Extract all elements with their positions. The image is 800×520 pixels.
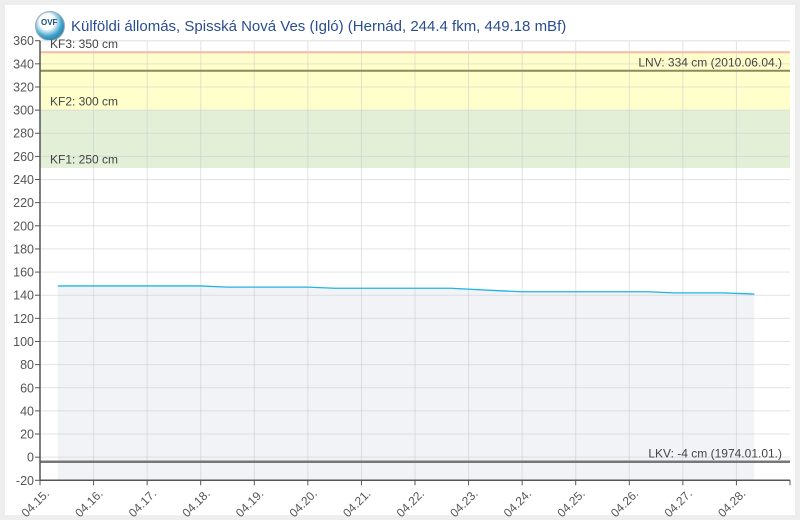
y-tick-label: 260: [13, 150, 34, 164]
x-tick-label: 04.24.: [501, 487, 534, 520]
x-tick-label: 04.25.: [554, 487, 587, 520]
reference-label: KF2: 300 cm: [50, 95, 118, 109]
y-tick-label: 100: [13, 335, 34, 349]
y-tick-label: 60: [20, 381, 34, 395]
x-tick-label: 04.23.: [447, 487, 480, 520]
y-tick-label: 240: [13, 173, 34, 187]
x-tick-label: 04.22.: [394, 487, 427, 520]
x-tick-label: 04.27.: [661, 487, 694, 520]
reference-label: LNV: 334 cm (2010.06.04.): [638, 55, 782, 69]
y-tick-label: 340: [13, 57, 34, 71]
y-tick-label: 80: [20, 358, 34, 372]
y-tick-label: 140: [13, 289, 34, 303]
x-tick-label: 04.26.: [608, 487, 641, 520]
y-tick-label: 120: [13, 312, 34, 326]
y-tick-label: 300: [13, 104, 34, 118]
y-tick-label: -20: [16, 474, 34, 488]
y-tick-label: 0: [27, 451, 34, 465]
x-tick-label: 04.18.: [179, 487, 212, 520]
reference-label: KF1: 250 cm: [50, 152, 118, 166]
x-tick-label: 04.28.: [715, 487, 748, 520]
x-tick-label: 04.17.: [126, 487, 159, 520]
y-tick-label: 360: [13, 34, 34, 48]
ovf-logo-icon: OVF: [35, 11, 65, 41]
x-tick-label: 04.20.: [286, 487, 319, 520]
y-tick-label: 180: [13, 242, 34, 256]
x-tick-label: 04.16.: [72, 487, 105, 520]
series-line: [57, 285, 755, 295]
x-tick-label: 04.15.: [19, 487, 52, 520]
y-tick-label: 20: [20, 428, 34, 442]
y-tick-label: 320: [13, 80, 34, 94]
chart-title: Külföldi állomás, Spisská Nová Ves (Igló…: [71, 17, 567, 35]
x-tick-label: 04.19.: [233, 487, 266, 520]
y-tick-label: 220: [13, 196, 34, 210]
y-tick-label: 160: [13, 266, 34, 280]
series-area: [57, 285, 755, 481]
reference-label: KF3: 350 cm: [50, 37, 118, 51]
y-tick-label: 200: [13, 219, 34, 233]
reference-label: LKV: -4 cm (1974.01.01.): [648, 446, 782, 460]
y-tick-label: 280: [13, 127, 34, 141]
y-tick-label: 40: [20, 404, 34, 418]
title-row: OVF Külföldi állomás, Spisská Nová Ves (…: [35, 11, 566, 41]
x-tick-label: 04.21.: [340, 487, 373, 520]
